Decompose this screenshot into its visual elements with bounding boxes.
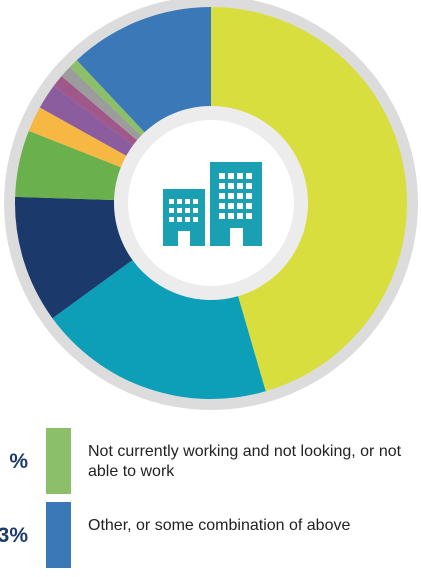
pie-slice-5 (28, 107, 127, 168)
legend-percent: 3% (0, 524, 28, 547)
pie-slice-7 (53, 76, 138, 146)
legend-swatch (46, 428, 71, 494)
pie-slice-2 (52, 260, 266, 399)
legend-item-not-working: % Not currently working and not looking,… (0, 428, 421, 494)
legend-item-other: 3% Other, or some combination of above (0, 502, 421, 568)
legend-label: Other, or some combination of above (88, 517, 351, 534)
pie-slice-8 (61, 67, 142, 141)
pie-slice-9 (69, 60, 145, 136)
legend-label: Not currently working and not looking, o… (88, 443, 402, 480)
pie-slice-1 (211, 7, 407, 392)
donut-chart (4, 0, 418, 410)
legend-swatch (46, 502, 71, 568)
pie-slice-10 (76, 7, 211, 133)
office-buildings-icon (163, 162, 262, 246)
pie-slices (14, 7, 407, 399)
pie-slice-6 (39, 85, 134, 156)
legend-percent: % (9, 450, 28, 473)
pie-slice-4 (15, 130, 121, 200)
pie-slice-3 (14, 196, 133, 319)
